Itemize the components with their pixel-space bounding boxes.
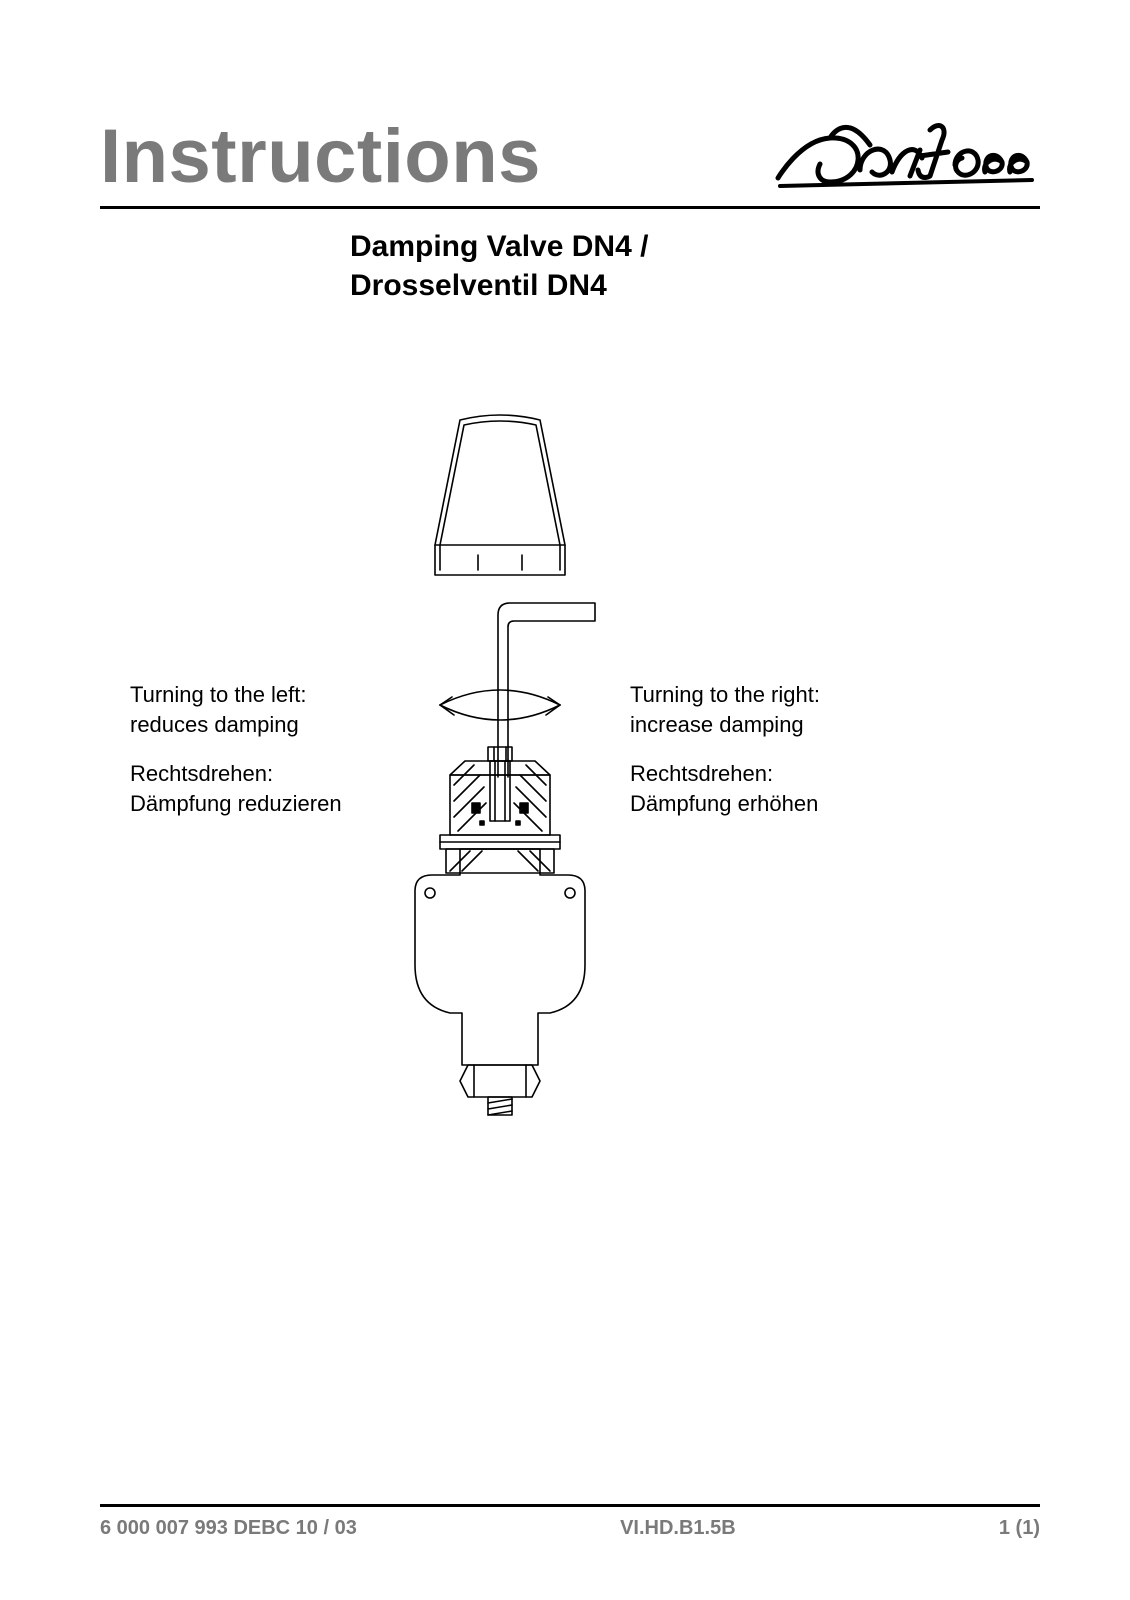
brand-logo (770, 100, 1040, 200)
right-en: Turning to the right: increase damping (630, 680, 910, 739)
left-column: Turning to the left: reduces damping Rec… (130, 680, 380, 839)
valve-diagram-icon (380, 405, 620, 1145)
left-de: Rechtsdrehen: Dämpfung reduzieren (130, 759, 380, 818)
left-de-line1: Rechtsdrehen: (130, 761, 273, 786)
right-en-line2: increase damping (630, 712, 804, 737)
valve-diagram (380, 405, 620, 1145)
footer-center: VI.HD.B1.5B (620, 1517, 736, 1540)
danfoss-logo-icon (770, 100, 1040, 200)
left-en: Turning to the left: reduces damping (130, 680, 380, 739)
left-de-line2: Dämpfung reduzieren (130, 791, 342, 816)
subtitle-line1: Damping Valve DN4 / (350, 227, 1040, 266)
left-en-line1: Turning to the left: (130, 682, 307, 707)
footer-left: 6 000 007 993 DEBC 10 / 03 (100, 1517, 357, 1540)
right-column: Turning to the right: increase damping R… (630, 680, 910, 839)
page: Instructions Damping Valve DN4 / Drossel… (0, 0, 1130, 1600)
subtitle: Damping Valve DN4 / Drosselventil DN4 (100, 227, 1040, 305)
header: Instructions (100, 100, 1040, 209)
page-title: Instructions (100, 113, 541, 200)
footer-right: 1 (1) (999, 1517, 1040, 1540)
right-en-line1: Turning to the right: (630, 682, 820, 707)
footer: 6 000 007 993 DEBC 10 / 03 VI.HD.B1.5B 1… (100, 1504, 1040, 1540)
left-en-line2: reduces damping (130, 712, 299, 737)
right-de: Rechtsdrehen: Dämpfung erhöhen (630, 759, 910, 818)
right-de-line1: Rechtsdrehen: (630, 761, 773, 786)
right-de-line2: Dämpfung erhöhen (630, 791, 818, 816)
diagram-block: Turning to the left: reduces damping Rec… (100, 405, 1040, 1185)
subtitle-line2: Drosselventil DN4 (350, 266, 1040, 305)
